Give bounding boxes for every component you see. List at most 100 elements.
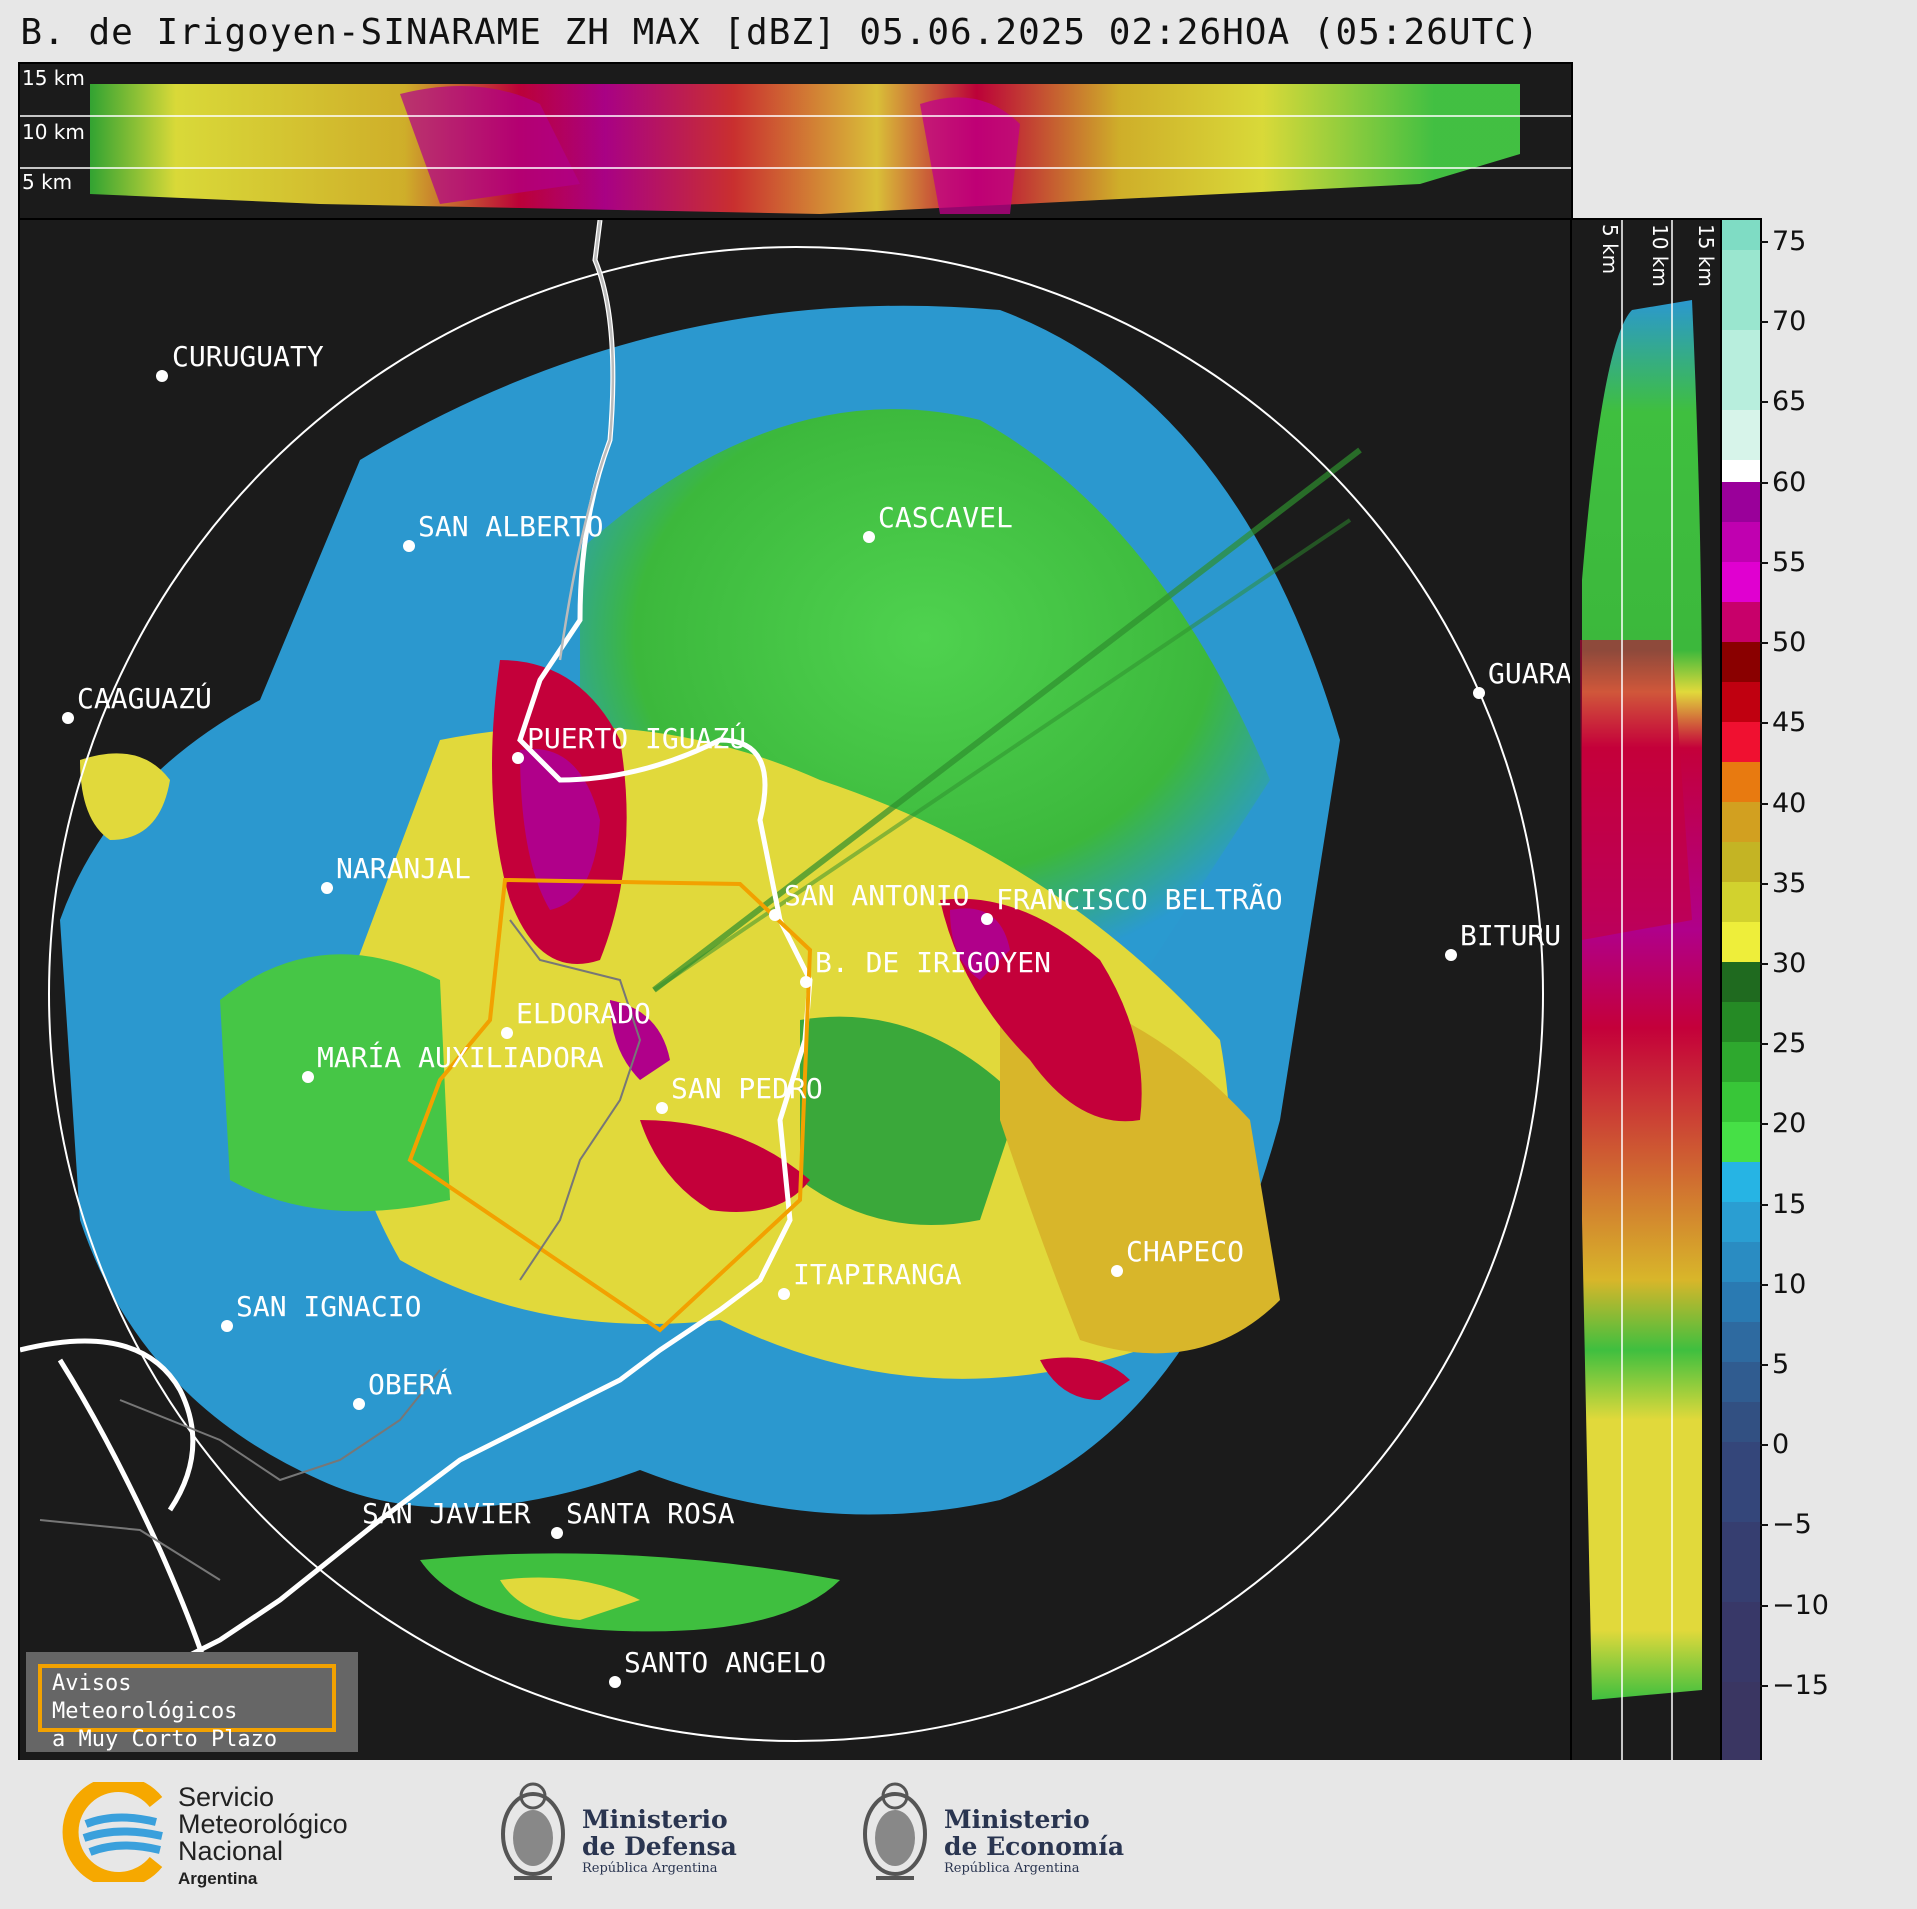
range-ring — [48, 246, 1544, 1742]
colorbar-tick-label: 25 — [1772, 1028, 1807, 1060]
city-dot-itapiranga — [778, 1288, 790, 1300]
colorbar-tick-label: 20 — [1772, 1108, 1807, 1140]
colorbar-tick — [1760, 321, 1768, 324]
colorbar-tick-label: −5 — [1772, 1509, 1812, 1541]
colorbar-tick — [1760, 1604, 1768, 1607]
dbz-colorbar — [1720, 218, 1762, 1762]
city-label-san-alberto: SAN ALBERTO — [418, 510, 603, 543]
colorbar-tick-label: 50 — [1772, 627, 1807, 659]
side-cross-section-image — [1580, 220, 1702, 1760]
smn-line4: Argentina — [178, 1869, 258, 1888]
city-label-guara: GUARA — [1488, 657, 1571, 690]
top-height-label-10: 10 km — [22, 120, 85, 144]
city-dot-santo-angelo — [609, 1676, 621, 1688]
economia-line1: Ministerio — [944, 1805, 1090, 1834]
city-label-san-antonio: SAN ANTONIO — [784, 879, 969, 912]
warning-legend-line2: a Muy Corto Plazo — [52, 1727, 278, 1752]
city-dot-maria-auxiliadora — [302, 1071, 314, 1083]
colorbar-tick — [1760, 1043, 1768, 1046]
top-height-label-15: 15 km — [22, 66, 85, 90]
city-dot-eldorado — [501, 1027, 513, 1039]
colorbar-tick-label: 55 — [1772, 546, 1807, 578]
colorbar-tick-label: 30 — [1772, 947, 1807, 979]
city-dot-santa-rosa — [551, 1527, 563, 1539]
city-label-san-pedro: SAN PEDRO — [671, 1072, 823, 1105]
colorbar-tick — [1760, 401, 1768, 404]
defensa-line2: de Defensa — [582, 1832, 737, 1861]
smn-line3: Nacional — [178, 1836, 284, 1866]
colorbar-tick-label: −15 — [1772, 1669, 1829, 1701]
city-labels: CURUGUATY SAN ALBERTO CASCAVEL CAAGUAZÚ … — [77, 340, 1571, 1679]
city-label-cascavel: CASCAVEL — [878, 501, 1013, 534]
city-label-san-javier: SAN JAVIER — [362, 1497, 531, 1530]
colorbar-tick — [1760, 1203, 1768, 1206]
colorbar-tick — [1760, 962, 1768, 965]
city-label-francisco-beltrao: FRANCISCO BELTRÃO — [996, 883, 1283, 916]
colorbar-tick-label: 75 — [1772, 226, 1807, 258]
city-label-san-ignacio: SAN IGNACIO — [236, 1290, 421, 1323]
side-height-label-15: 15 km — [1694, 224, 1718, 287]
radar-map: CURUGUATY SAN ALBERTO CASCAVEL CAAGUAZÚ … — [20, 220, 1571, 1742]
colorbar-tick — [1760, 561, 1768, 564]
colorbar-tick — [1760, 241, 1768, 244]
city-label-itapiranga: ITAPIRANGA — [793, 1258, 962, 1291]
warning-polygon — [407, 877, 813, 1333]
smn-line1: Servicio — [178, 1782, 275, 1812]
defensa-line3: República Argentina — [582, 1861, 718, 1876]
colorbar-tick — [1760, 1123, 1768, 1126]
colorbar-tick-label: 60 — [1772, 466, 1807, 498]
city-dot-san-alberto — [403, 540, 415, 552]
colorbar-tick — [1760, 802, 1768, 805]
smn-line2: Meteorológico — [178, 1809, 348, 1839]
coat-of-arms-icon — [501, 1782, 565, 1880]
colorbar-tick — [1760, 1684, 1768, 1687]
cell-san-pedro — [640, 1120, 810, 1212]
warning-legend-box: Avisos Meteorológicos a Muy Corto Plazo — [26, 1652, 358, 1752]
coat-of-arms-icon-2 — [863, 1782, 927, 1880]
city-label-curuguaty: CURUGUATY — [172, 340, 324, 373]
city-dot-puerto-iguazu — [512, 752, 524, 764]
colorbar-tick-label: 0 — [1772, 1429, 1790, 1461]
colorbar-tick-label: 15 — [1772, 1188, 1807, 1220]
colorbar-tick — [1760, 642, 1768, 645]
colorbar-tick — [1760, 1444, 1768, 1447]
colorbar-tick — [1760, 1283, 1768, 1286]
city-dot-san-pedro — [656, 1102, 668, 1114]
city-dot-curuguaty — [156, 370, 168, 382]
city-dot-san-antonio — [769, 909, 781, 921]
smn-logo-text: Servicio Meteorológico Nacional Argentin… — [178, 1784, 348, 1892]
city-label-obera: OBERÁ — [368, 1367, 452, 1401]
smn-logo-icon — [62, 1782, 163, 1882]
colorbar-tick-label: 70 — [1772, 306, 1807, 338]
colorbar-tick — [1760, 1363, 1768, 1366]
colorbar-tick-label: 35 — [1772, 867, 1807, 899]
city-label-bituru: BITURU — [1460, 919, 1561, 952]
city-label-santa-rosa: SANTA ROSA — [566, 1497, 735, 1530]
defensa-logo-text: Ministerio de Defensa República Argentin… — [582, 1806, 737, 1878]
colorbar-tick — [1760, 481, 1768, 484]
side-height-label-10: 10 km — [1648, 224, 1672, 287]
radar-map-panel: CURUGUATY SAN ALBERTO CASCAVEL CAAGUAZÚ … — [18, 218, 1573, 1762]
city-dot-san-ignacio — [221, 1320, 233, 1332]
city-dot-obera — [353, 1398, 365, 1410]
warning-legend-frame: Avisos Meteorológicos a Muy Corto Plazo — [38, 1664, 336, 1752]
warning-legend-line1: Avisos Meteorológicos — [52, 1671, 238, 1724]
colorbar-tick — [1760, 1524, 1768, 1527]
city-dot-bituru — [1445, 949, 1457, 961]
city-dot-chapeco — [1111, 1265, 1123, 1277]
city-label-naranjal: NARANJAL — [336, 852, 471, 885]
colorbar-tick-label: 65 — [1772, 386, 1807, 418]
top-cross-section: 15 km 10 km 5 km — [18, 62, 1573, 220]
map-title: B. de Irigoyen-SINARAME ZH MAX [dBZ] 05.… — [20, 12, 1540, 53]
city-label-chapeco: CHAPECO — [1126, 1235, 1244, 1268]
city-dot-cascavel — [863, 531, 875, 543]
city-dot-naranjal — [321, 882, 333, 894]
colorbar-tick — [1760, 722, 1768, 725]
top-cross-section-image — [20, 84, 1571, 214]
city-markers — [62, 370, 1485, 1688]
city-dot-guara — [1473, 687, 1485, 699]
colorbar-tick-label: 40 — [1772, 787, 1807, 819]
city-dot-b-de-irigoyen — [800, 976, 812, 988]
economia-logo-text: Ministerio de Economía República Argenti… — [944, 1806, 1124, 1878]
colorbar-tick-label: 45 — [1772, 707, 1807, 739]
